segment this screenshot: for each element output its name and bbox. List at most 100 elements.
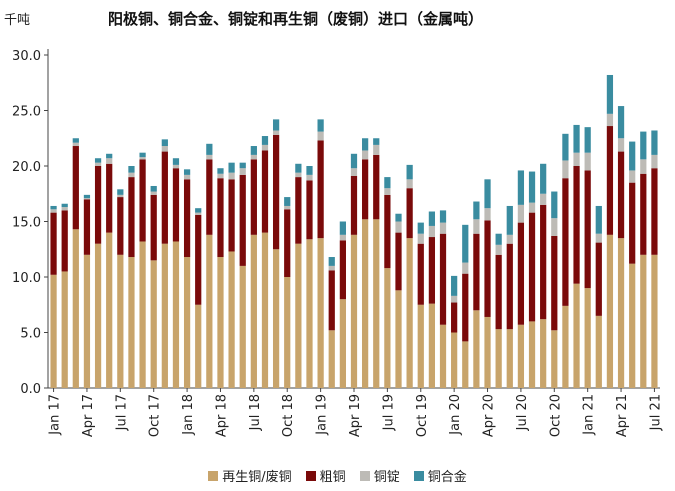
bar-segment bbox=[406, 179, 413, 189]
legend-item-ingot: 铜锭 bbox=[359, 466, 400, 485]
bar-segment bbox=[640, 173, 647, 255]
bar-segment bbox=[94, 166, 102, 244]
x-tick-label: Jan 19 bbox=[315, 394, 330, 436]
bar-segment bbox=[106, 163, 113, 233]
bar-segment bbox=[395, 232, 402, 291]
bar-segment bbox=[640, 159, 647, 174]
legend-swatch-alloy bbox=[413, 470, 424, 481]
x-tick-label: Jan 20 bbox=[448, 394, 463, 436]
x-tick-label: Jul 19 bbox=[381, 394, 396, 431]
bar-segment bbox=[284, 197, 291, 206]
bar-segment bbox=[517, 204, 525, 223]
bar-segment bbox=[617, 238, 625, 388]
bar-segment bbox=[629, 182, 636, 264]
x-tick-label: Jul 20 bbox=[515, 394, 530, 431]
bar-segment bbox=[172, 168, 180, 242]
bar-segment bbox=[551, 218, 558, 236]
bar-segment bbox=[183, 179, 191, 258]
bar-segment bbox=[362, 138, 369, 151]
bar-segment bbox=[83, 198, 91, 200]
bar-segment bbox=[439, 233, 447, 325]
bar-segment bbox=[584, 288, 591, 388]
bar-segment bbox=[272, 130, 280, 135]
bar-segment bbox=[606, 74, 614, 114]
bar-segment bbox=[384, 194, 391, 269]
bar-segment bbox=[651, 168, 658, 255]
bar-segment bbox=[595, 315, 602, 388]
bar-segment bbox=[328, 265, 335, 271]
x-tick-label: Apr 17 bbox=[81, 394, 96, 437]
bar-segment bbox=[261, 232, 269, 388]
bar-segment bbox=[551, 330, 558, 388]
bar-segment bbox=[61, 207, 68, 211]
bar-segment bbox=[439, 210, 447, 223]
bar-segment bbox=[317, 140, 324, 239]
bar-segment bbox=[562, 178, 569, 306]
bar-segment bbox=[72, 138, 79, 143]
bar-segment bbox=[306, 239, 313, 388]
bar-segment bbox=[606, 234, 614, 388]
x-tick-label: Jul 17 bbox=[114, 394, 129, 431]
bar-segment bbox=[228, 179, 235, 252]
bar-segment bbox=[228, 251, 235, 388]
bar-segment bbox=[506, 243, 513, 330]
bar-segment bbox=[606, 126, 614, 235]
bar-segment bbox=[295, 163, 302, 173]
bar-segment bbox=[72, 229, 79, 388]
bar-segment bbox=[617, 151, 625, 239]
bar-segment bbox=[606, 113, 614, 127]
bar-segment bbox=[284, 209, 291, 277]
legend-item-recycled: 再生铜/废铜 bbox=[208, 466, 292, 485]
bar-segment bbox=[439, 324, 447, 388]
bar-segment bbox=[640, 131, 647, 160]
bar-segment bbox=[183, 257, 191, 388]
bar-segment bbox=[428, 237, 436, 304]
bar-segment bbox=[629, 263, 636, 388]
bar-segment bbox=[495, 254, 502, 330]
bar-segment bbox=[139, 159, 146, 242]
bar-segment bbox=[350, 153, 358, 169]
bar-segment bbox=[50, 205, 57, 210]
bar-segment bbox=[484, 316, 491, 388]
bar-segment bbox=[573, 166, 580, 284]
x-tick-label: Apr 18 bbox=[214, 394, 229, 437]
bar-segment bbox=[573, 283, 580, 388]
bar-segment bbox=[384, 188, 391, 195]
bar-segment bbox=[250, 154, 257, 160]
bar-segment bbox=[94, 162, 102, 166]
bar-segment bbox=[150, 194, 157, 261]
bar-segment bbox=[228, 172, 235, 180]
bar-segment bbox=[128, 257, 135, 388]
bar-segment bbox=[484, 220, 491, 317]
bar-segment bbox=[406, 238, 413, 388]
bar-segment bbox=[239, 174, 246, 266]
bar-segment bbox=[61, 203, 68, 208]
bar-segment bbox=[451, 295, 458, 303]
bar-segment bbox=[629, 141, 636, 171]
bar-segment bbox=[117, 194, 124, 198]
bar-segment bbox=[106, 232, 113, 388]
x-tick-label: Oct 17 bbox=[148, 394, 163, 437]
bar-segment bbox=[83, 199, 91, 255]
bar-segment bbox=[172, 158, 180, 165]
y-tick-label: 0.0 bbox=[20, 382, 41, 397]
x-tick-label: Oct 19 bbox=[415, 394, 430, 437]
legend-swatch-recycled bbox=[208, 470, 219, 481]
bar-segment bbox=[373, 154, 380, 220]
bar-segment bbox=[350, 168, 358, 176]
bar-segment bbox=[172, 241, 180, 388]
y-tick-label: 5.0 bbox=[20, 327, 41, 342]
bar-segment bbox=[540, 163, 547, 194]
bar-segment bbox=[139, 157, 146, 160]
bar-segment bbox=[117, 254, 124, 388]
bar-segment bbox=[261, 144, 269, 151]
bar-segment bbox=[573, 152, 580, 166]
bar-segment bbox=[417, 304, 424, 388]
bar-segment bbox=[528, 212, 536, 322]
bar-segment bbox=[150, 185, 157, 192]
bar-segment bbox=[373, 219, 380, 388]
bar-segment bbox=[473, 233, 480, 311]
bar-segment bbox=[228, 162, 235, 173]
bar-segment bbox=[562, 160, 569, 179]
